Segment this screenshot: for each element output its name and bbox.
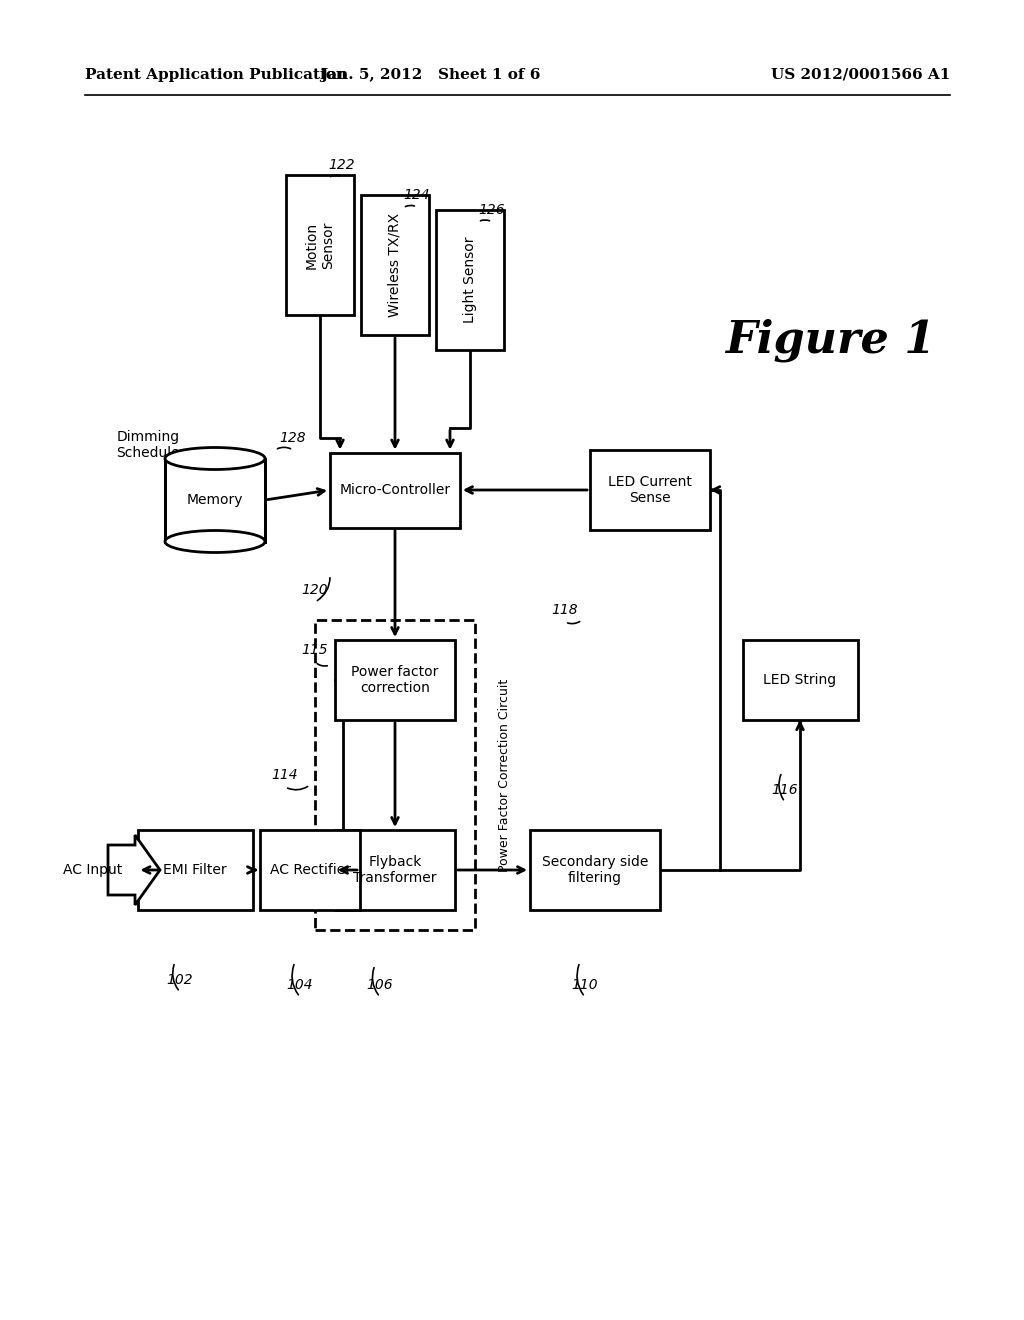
Bar: [335, 640, 455, 719]
Text: Flyback
Transformer: Flyback Transformer: [353, 855, 437, 886]
Text: AC Input: AC Input: [63, 863, 123, 876]
Text: US 2012/0001566 A1: US 2012/0001566 A1: [771, 69, 950, 82]
Bar: [260, 830, 360, 909]
Text: Secondary side
filtering: Secondary side filtering: [542, 855, 648, 886]
Bar: [530, 830, 660, 909]
Text: AC Rectifier: AC Rectifier: [269, 863, 350, 876]
Text: 102: 102: [167, 973, 194, 987]
Text: Power factor
correction: Power factor correction: [351, 665, 438, 696]
Text: 115: 115: [302, 643, 329, 657]
Bar: [742, 640, 857, 719]
Bar: [137, 830, 253, 909]
Text: Wireless TX/RX: Wireless TX/RX: [388, 213, 402, 317]
Text: 110: 110: [571, 978, 598, 993]
Text: 124: 124: [403, 187, 430, 202]
Text: Light Sensor: Light Sensor: [463, 236, 477, 323]
Text: LED String: LED String: [764, 673, 837, 686]
Text: EMI Filter: EMI Filter: [163, 863, 226, 876]
Text: 106: 106: [367, 978, 393, 993]
Text: Jan. 5, 2012   Sheet 1 of 6: Jan. 5, 2012 Sheet 1 of 6: [319, 69, 541, 82]
Bar: [286, 176, 354, 315]
Bar: [590, 450, 710, 531]
Bar: [165, 458, 265, 541]
Bar: [315, 620, 475, 931]
Text: Patent Application Publication: Patent Application Publication: [85, 69, 347, 82]
Ellipse shape: [165, 531, 265, 553]
Bar: [335, 830, 455, 909]
Text: Figure 1: Figure 1: [725, 318, 935, 362]
Text: Dimming
Schedule: Dimming Schedule: [116, 430, 180, 461]
Polygon shape: [108, 836, 160, 906]
Bar: [436, 210, 504, 350]
Text: 116: 116: [772, 783, 799, 797]
Text: 118: 118: [552, 603, 579, 616]
Text: Motion
Sensor: Motion Sensor: [305, 222, 335, 269]
Text: 122: 122: [329, 158, 355, 172]
Text: LED Current
Sense: LED Current Sense: [608, 475, 692, 506]
Text: Power Factor Correction Circuit: Power Factor Correction Circuit: [499, 678, 512, 871]
Text: 104: 104: [287, 978, 313, 993]
Bar: [361, 195, 429, 335]
Text: 126: 126: [478, 203, 505, 216]
Text: 120: 120: [302, 583, 329, 597]
Text: 128: 128: [280, 432, 306, 445]
Bar: [330, 453, 460, 528]
Text: Memory: Memory: [186, 492, 244, 507]
Text: 114: 114: [271, 768, 298, 781]
Ellipse shape: [165, 447, 265, 470]
Text: Micro-Controller: Micro-Controller: [339, 483, 451, 498]
